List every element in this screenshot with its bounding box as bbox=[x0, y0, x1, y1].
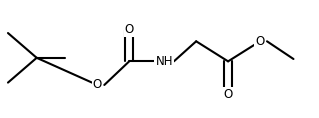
Text: O: O bbox=[93, 78, 102, 91]
Text: NH: NH bbox=[156, 55, 173, 68]
Text: O: O bbox=[256, 35, 264, 48]
Text: O: O bbox=[125, 23, 134, 36]
Text: O: O bbox=[224, 88, 233, 101]
